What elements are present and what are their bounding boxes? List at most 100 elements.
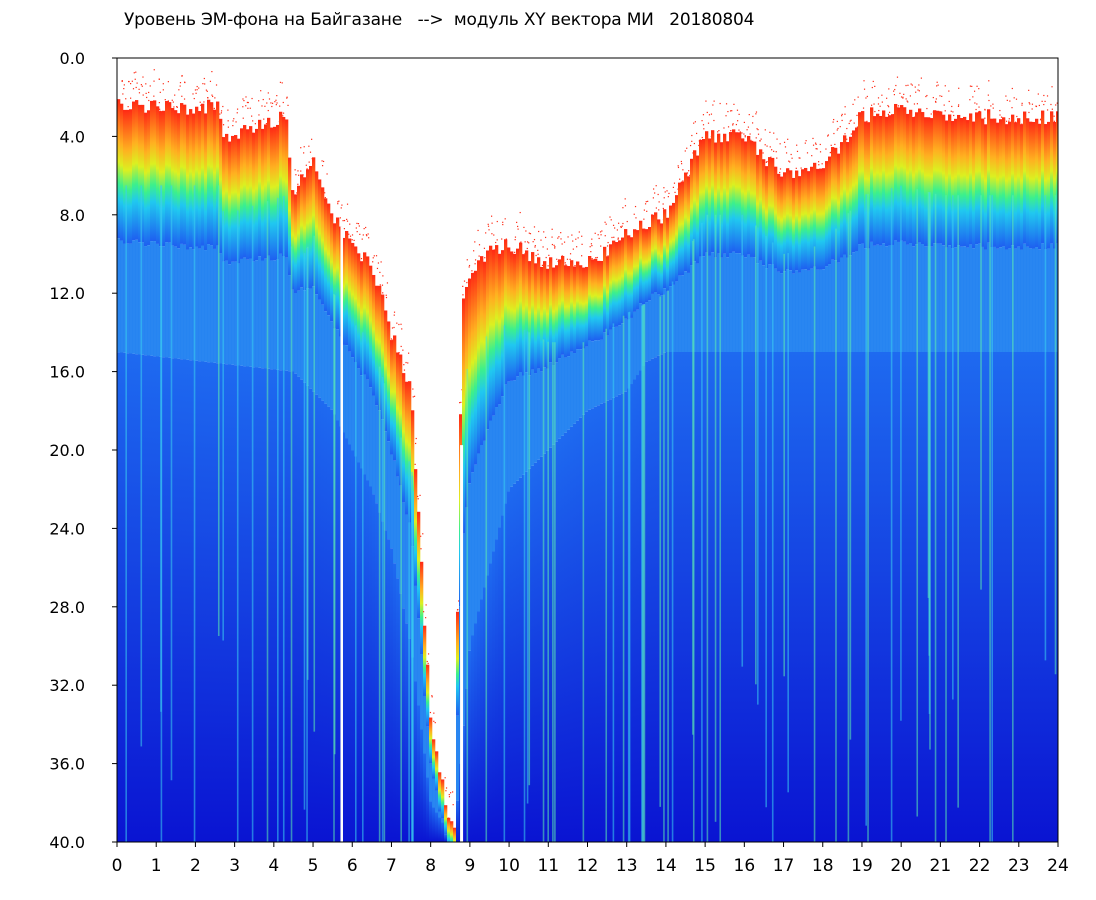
heatmap-band-mid xyxy=(129,243,133,354)
heatmap-band-upper xyxy=(696,155,700,264)
heatmap-speckle xyxy=(941,95,943,97)
heatmap-speckle xyxy=(906,100,908,102)
heatmap-speckle xyxy=(647,200,649,202)
heatmap-streak xyxy=(659,296,662,807)
heatmap-speckle xyxy=(832,121,834,123)
heatmap-band-upper xyxy=(252,132,256,262)
heatmap-band-mid xyxy=(780,273,784,352)
heatmap-speckle xyxy=(426,660,428,663)
heatmap-band-lower xyxy=(237,365,241,842)
heatmap-speckle xyxy=(417,495,419,498)
heatmap-speckle xyxy=(595,257,597,259)
heatmap-band-lower xyxy=(498,527,502,842)
heatmap-speckle xyxy=(462,285,464,287)
heatmap-band-mid xyxy=(804,269,808,352)
heatmap-speckle xyxy=(405,361,407,364)
heatmap-speckle xyxy=(271,102,274,104)
heatmap-band-upper xyxy=(543,261,547,368)
heatmap-band-upper xyxy=(927,117,931,247)
heatmap-band-upper xyxy=(915,112,919,245)
heatmap-speckle xyxy=(787,138,789,140)
heatmap-band-lower xyxy=(1053,352,1057,842)
heatmap-speckle xyxy=(564,262,566,264)
heatmap-band-mid xyxy=(234,261,238,366)
heatmap-speckle xyxy=(918,90,920,92)
heatmap-band-mid xyxy=(987,242,991,352)
heatmap-band-mid xyxy=(600,339,604,404)
heatmap-speckle xyxy=(654,192,656,194)
heatmap-speckle xyxy=(870,104,873,106)
heatmap-band-mid xyxy=(318,299,322,398)
heatmap-band-mid xyxy=(576,349,580,421)
heatmap-speckle xyxy=(1029,103,1031,105)
heatmap-speckle xyxy=(433,720,435,722)
heatmap-band-upper xyxy=(639,220,643,304)
heatmap-speckle xyxy=(833,132,835,135)
heatmap-speckle xyxy=(902,96,904,98)
heatmap-speckle xyxy=(343,219,346,222)
heatmap-speckle xyxy=(558,236,560,238)
heatmap-streak xyxy=(170,185,173,781)
heatmap-speckle xyxy=(142,94,144,96)
heatmap-band-upper xyxy=(816,168,820,270)
heatmap-speckle xyxy=(787,168,789,170)
heatmap-speckle xyxy=(879,105,881,107)
heatmap-band-upper xyxy=(981,118,985,247)
heatmap-speckle xyxy=(825,148,827,150)
heatmap-streak xyxy=(989,195,991,842)
heatmap-speckle xyxy=(663,197,665,199)
heatmap-speckle xyxy=(732,123,734,125)
heatmap-speckle xyxy=(972,96,974,98)
heatmap-band-upper xyxy=(687,176,691,273)
heatmap-band-upper xyxy=(945,120,949,248)
heatmap-band-upper xyxy=(375,285,379,406)
heatmap-band-lower xyxy=(1056,352,1058,842)
heatmap-band-upper xyxy=(132,101,136,241)
heatmap-speckle xyxy=(381,284,384,286)
heatmap-band-mid xyxy=(126,243,130,354)
heatmap-speckle xyxy=(841,113,843,115)
heatmap-speckle xyxy=(484,257,486,259)
heatmap-band-lower xyxy=(117,352,121,842)
heatmap-speckle xyxy=(812,144,815,146)
heatmap-speckle xyxy=(535,254,537,257)
heatmap-speckle xyxy=(1051,108,1053,110)
heatmap-speckle xyxy=(358,225,360,227)
heatmap-band-upper xyxy=(519,242,523,372)
heatmap-streak xyxy=(701,222,703,842)
heatmap-band-lower xyxy=(966,352,970,842)
heatmap-band-mid xyxy=(618,325,622,395)
heatmap-speckle xyxy=(274,101,276,103)
heatmap-speckle xyxy=(232,125,234,127)
heatmap-speckle xyxy=(343,228,346,230)
heatmap-band-mid xyxy=(798,272,802,352)
heatmap-band-upper xyxy=(576,261,580,350)
heatmap-band-mid xyxy=(726,257,730,352)
heatmap-band-upper xyxy=(888,115,892,246)
heatmap-band-lower xyxy=(870,352,874,842)
heatmap-band-mid xyxy=(876,244,880,352)
heatmap-band-mid xyxy=(717,253,721,352)
heatmap-band-mid xyxy=(630,317,634,385)
heatmap-band-lower xyxy=(681,352,685,842)
heatmap-speckle xyxy=(948,100,950,103)
heatmap-band-lower xyxy=(717,352,721,842)
heatmap-band-mid xyxy=(264,258,268,369)
heatmap-speckle xyxy=(554,247,556,249)
heatmap-band-upper xyxy=(777,173,781,272)
heatmap-speckle xyxy=(699,139,701,141)
heatmap-band-lower xyxy=(963,352,967,842)
heatmap-band-upper xyxy=(168,102,172,243)
heatmap-band-mid xyxy=(1032,248,1036,352)
heatmap-band-lower xyxy=(873,352,877,842)
heatmap-speckle xyxy=(894,88,896,91)
heatmap-speckle xyxy=(346,218,348,221)
heatmap-band-lower xyxy=(984,352,988,842)
heatmap-band-lower xyxy=(363,474,367,842)
heatmap-speckle xyxy=(572,248,574,250)
heatmap-band-lower xyxy=(588,409,592,842)
heatmap-band-mid xyxy=(840,257,844,352)
heatmap-speckle xyxy=(693,122,695,124)
heatmap-band-upper xyxy=(855,127,859,251)
heatmap-band-upper xyxy=(834,147,838,261)
